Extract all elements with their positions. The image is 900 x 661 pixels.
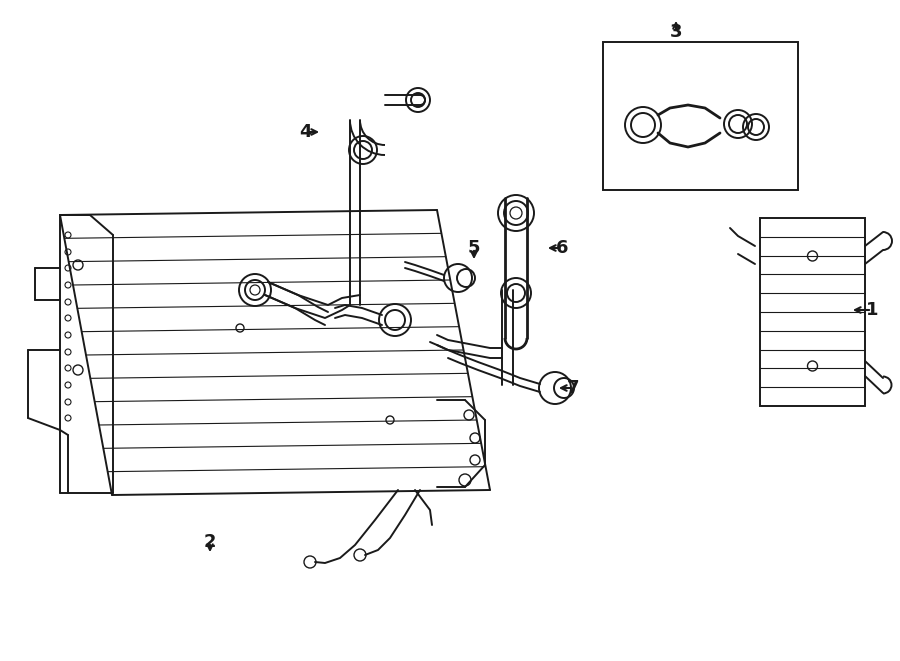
Text: 6: 6: [556, 239, 568, 257]
Text: 7: 7: [567, 379, 580, 397]
Text: 4: 4: [299, 123, 311, 141]
Text: 3: 3: [670, 23, 682, 41]
Text: 1: 1: [866, 301, 878, 319]
Text: 2: 2: [203, 533, 216, 551]
Text: 5: 5: [468, 239, 481, 257]
Bar: [760, 218, 865, 406]
Bar: [603, 42, 798, 190]
